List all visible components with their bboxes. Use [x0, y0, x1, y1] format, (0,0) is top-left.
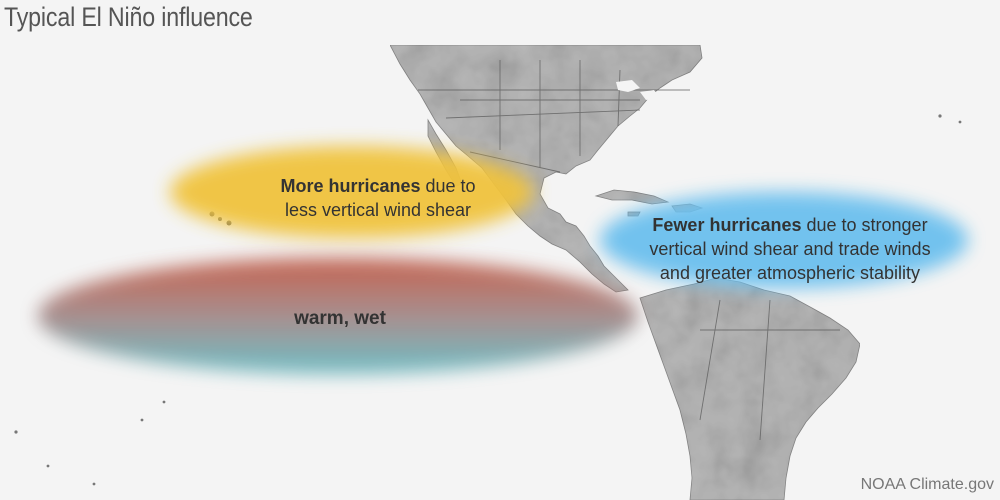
fewer-hurricanes-line1: due to stronger	[801, 215, 928, 235]
more-hurricanes-line2: less vertical wind shear	[284, 200, 472, 220]
fewer-hurricanes-line2: vertical wind shear and trade winds	[649, 239, 931, 259]
warm-wet-label: warm, wet	[294, 308, 386, 329]
borders	[418, 60, 840, 441]
more-hurricanes-region	[170, 146, 534, 238]
fewer-hurricanes-line3: and greater atmospheric stability	[659, 263, 921, 283]
more-hurricanes-line1: due to	[420, 176, 476, 196]
page-title: Typical El Niño influence	[4, 2, 253, 32]
fewer-hurricanes-label: Fewer hurricanes due to stronger vertica…	[620, 213, 960, 285]
pacific-islands	[14, 114, 962, 486]
more-hurricanes-label: More hurricanes due to less vertical win…	[238, 174, 518, 222]
great-lakes	[616, 80, 660, 100]
warm-wet-region	[38, 258, 638, 374]
south-america-land	[639, 277, 861, 500]
fewer-hurricanes-bold: Fewer hurricanes	[652, 215, 802, 235]
more-hurricanes-bold: More hurricanes	[280, 176, 421, 196]
cuba-island	[594, 189, 670, 205]
credit-text: NOAA Climate.gov	[860, 476, 994, 493]
fewer-hurricanes-region	[600, 192, 968, 288]
